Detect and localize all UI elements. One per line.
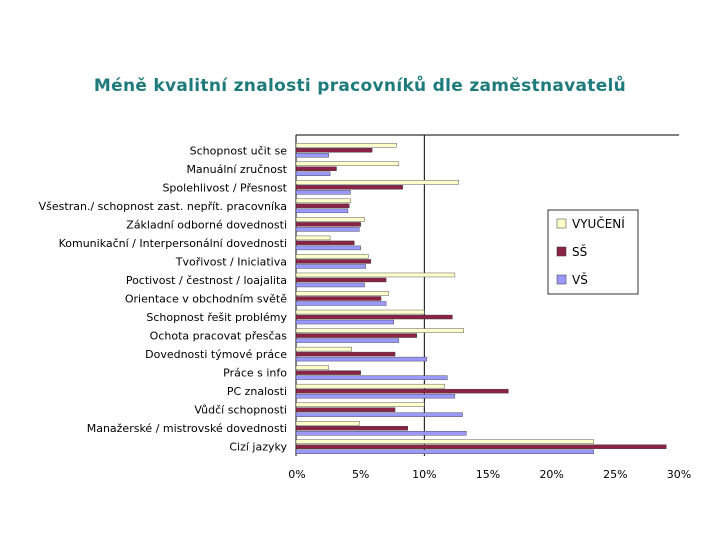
category-label: Schopnost učit se [190, 144, 288, 157]
bar-vs [295, 338, 400, 343]
category-label: Základní odborné dovednosti [126, 218, 287, 231]
bar-vs [295, 245, 361, 251]
bar-vyuceni [295, 235, 331, 241]
bar-vyuceni [295, 402, 425, 407]
bar-vyuceni [295, 217, 365, 222]
category-label: Poctivost / čestnost / loajalita [126, 274, 287, 287]
bar-vs [295, 190, 351, 195]
category-label: Spolehlivost / Přesnost [162, 181, 287, 194]
bar-vs [295, 449, 594, 454]
legend-label: SŠ [572, 244, 587, 259]
category-label: Vůdčí schopnosti [194, 404, 287, 417]
chart-title: Méně kvalitní znalosti pracovníků dle za… [93, 76, 627, 96]
x-tick-label: 25% [603, 468, 627, 481]
legend-label: VYUČENÍ [572, 216, 625, 231]
bar-ss [295, 203, 350, 209]
bar-vs [295, 301, 387, 306]
bar-vyuceni [295, 291, 389, 296]
bar-ss [295, 314, 453, 320]
bar-vyuceni [295, 272, 456, 278]
category-labels: Schopnost učit se Manuální zručnost Spoleh… [39, 144, 288, 453]
legend-swatch [556, 274, 567, 285]
category-label: Tvořivost / Iniciativa [175, 255, 287, 268]
bar-vyuceni [295, 143, 397, 148]
bar-vyuceni [295, 365, 330, 370]
bar-vyuceni [295, 161, 400, 166]
bar-vs [295, 153, 330, 158]
bar-vyuceni [295, 309, 425, 315]
bar-ss [295, 444, 667, 449]
bar-ss [295, 370, 361, 375]
bar-vyuceni [295, 421, 360, 426]
bar-vyuceni [295, 254, 369, 259]
category-label: Ochota pracovat přesčas [150, 330, 288, 343]
bar-ss [295, 222, 361, 227]
bar-ss [295, 388, 509, 394]
bar-vs [295, 208, 349, 214]
bar-vyuceni [295, 180, 459, 185]
legend-swatch [556, 218, 567, 229]
bar-vyuceni [295, 198, 351, 204]
category-label: Všestran./ schopnost zast. nepřít. praco… [39, 200, 287, 213]
bar-vs [295, 282, 365, 288]
bar-ss [295, 148, 373, 153]
bar-vyuceni [295, 346, 352, 352]
category-label: Schopnost řešit problémy [146, 311, 287, 324]
category-label: Manažerské / mistrovské dovednosti [87, 422, 287, 435]
bar-ss [295, 185, 403, 190]
bar-ss [295, 166, 337, 171]
bar-ss [295, 240, 355, 246]
category-label: Komunikační / Interpersonální dovednosti [59, 237, 287, 250]
bar-vs [295, 375, 448, 380]
category-label: Manuální zručnost [186, 163, 287, 176]
bar-vs [295, 431, 467, 436]
bar-vyuceni [295, 439, 594, 444]
bar-vs [295, 356, 428, 362]
bar-ss [295, 296, 382, 301]
bar-ss [295, 333, 417, 338]
bar-vs [295, 412, 463, 417]
x-axis-ticks: 0% 5% 10% 15% 20% 25% 30% [288, 468, 691, 481]
category-label: Cizí jazyky [229, 441, 287, 454]
bar-vyuceni [295, 328, 465, 333]
bar-vs [295, 171, 331, 176]
category-label: Dovednosti týmové práce [145, 348, 287, 361]
bars-group [295, 143, 667, 454]
category-label: PC znalosti [227, 385, 287, 398]
bar-vs [295, 319, 394, 325]
category-label: Práce s info [223, 367, 287, 380]
legend-label: VŠ [572, 272, 588, 287]
x-tick-label: 0% [288, 468, 305, 481]
category-label: Orientace v obchodním světě [125, 293, 287, 306]
x-tick-label: 20% [539, 468, 563, 481]
bar-vyuceni [295, 383, 445, 389]
x-tick-label: 5% [352, 468, 369, 481]
bar-ss [295, 259, 372, 264]
x-tick-label: 15% [476, 468, 500, 481]
legend: VYUČENÍ SŠ VŠ [547, 209, 639, 295]
legend-swatch [556, 246, 567, 257]
bar-ss [295, 426, 408, 431]
x-tick-label: 30% [667, 468, 691, 481]
bar-vs [295, 264, 366, 269]
x-tick-label: 10% [412, 468, 436, 481]
bar-ss [295, 351, 396, 357]
bar-ss [295, 277, 387, 283]
bar-vs [295, 227, 360, 232]
bar-vs [295, 393, 456, 399]
bar-ss [295, 407, 396, 412]
